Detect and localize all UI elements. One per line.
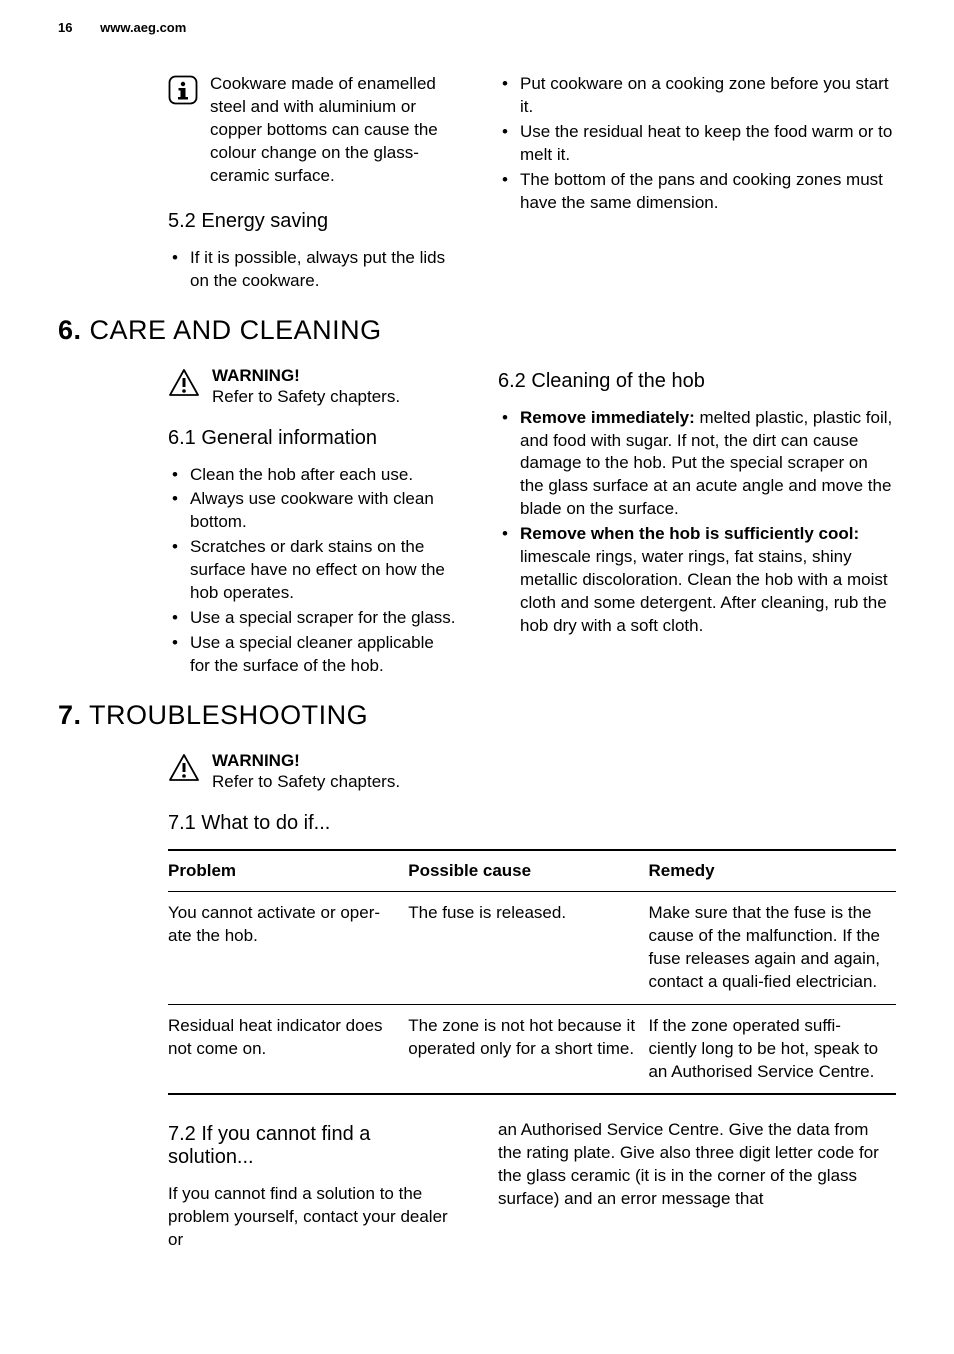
page-header: 16 www.aeg.com [58,20,896,35]
heading-7-2: 7.2 If you cannot find a solution... [58,1123,456,1169]
info-note: Cookware made of enamelled steel and wit… [58,73,456,188]
list-6-1: Clean the hob after each use. Always use… [58,464,456,678]
heading-5-2: 5.2 Energy saving [58,210,456,233]
list-item: Put cookware on a cooking zone before yo… [498,73,896,119]
list-item: Use the residual heat to keep the food w… [498,121,896,167]
warning-text: Refer to Safety chapters. [212,386,400,409]
list-item: Use a special cleaner applicable for the… [168,632,456,678]
para-7-2-right: an Authorised Service Centre. Give the d… [498,1119,896,1211]
list-item: Always use cookware with clean bottom. [168,488,456,534]
list-6-2: Remove immediately: melted plastic, plas… [498,407,896,638]
table-cell: If the zone operated suffi-ciently long … [648,1004,896,1094]
heading-6-2: 6.2 Cleaning of the hob [498,370,896,393]
list-item: The bottom of the pans and cooking zones… [498,169,896,215]
warning-text: Refer to Safety chapters. [212,771,400,794]
list-5-2-right: Put cookware on a cooking zone before yo… [498,73,896,215]
warning-title: WARNING! [212,366,400,386]
list-item: Use a special scraper for the glass. [168,607,456,630]
para-7-2-left: If you cannot find a solution to the pro… [58,1183,456,1252]
warning-7: WARNING! Refer to Safety chapters. [58,751,896,794]
table-row: You cannot activate or oper-ate the hob.… [168,891,896,1004]
info-icon [168,75,198,105]
table-row: Residual heat indicator does not come on… [168,1004,896,1094]
list-5-2-left: If it is possible, always put the lids o… [58,247,456,293]
table-cell: The zone is not hot because it operated … [408,1004,648,1094]
table-header: Possible cause [408,850,648,892]
table-cell: Residual heat indicator does not come on… [168,1004,408,1094]
list-item: Scratches or dark stains on the surface … [168,536,456,605]
warning-icon [168,753,200,783]
heading-6-1: 6.1 General information [58,427,456,450]
site-url: www.aeg.com [100,20,186,35]
heading-7: 7. TROUBLESHOOTING [58,700,896,731]
list-item: If it is possible, always put the lids o… [168,247,456,293]
warning-title: WARNING! [212,751,400,771]
table-cell: You cannot activate or oper-ate the hob. [168,891,408,1004]
troubleshooting-table: Problem Possible cause Remedy You cannot… [168,849,896,1096]
heading-6: 6. CARE AND CLEANING [58,315,896,346]
table-header: Remedy [648,850,896,892]
list-item: Remove when the hob is sufficiently cool… [498,523,896,638]
list-item: Clean the hob after each use. [168,464,456,487]
table-cell: The fuse is released. [408,891,648,1004]
info-note-text: Cookware made of enamelled steel and wit… [210,73,456,188]
warning-icon [168,368,200,398]
list-item: Remove immediately: melted plastic, plas… [498,407,896,522]
heading-7-1: 7.1 What to do if... [58,812,896,835]
page-number: 16 [58,20,72,35]
warning-6: WARNING! Refer to Safety chapters. [58,366,456,409]
table-cell: Make sure that the fuse is the cause of … [648,891,896,1004]
table-header: Problem [168,850,408,892]
